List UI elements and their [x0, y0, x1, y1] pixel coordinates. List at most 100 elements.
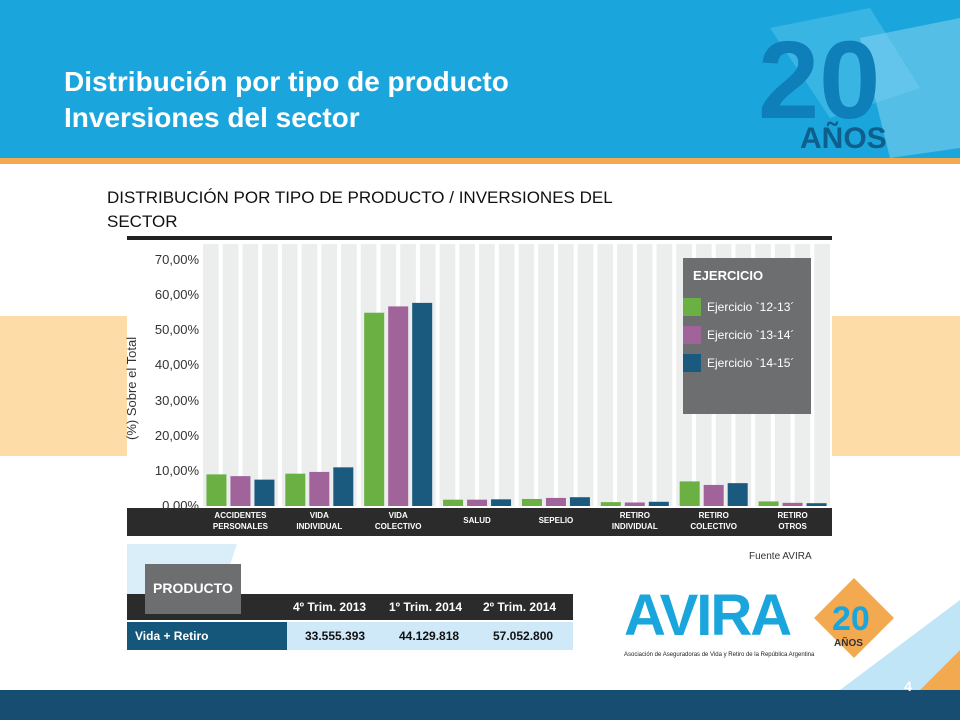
table-cell: 44.129.818	[399, 629, 460, 643]
left-accent-band	[0, 316, 127, 456]
legend-title: EJERCICIO	[693, 268, 764, 283]
y-tick-label: 10,00%	[154, 462, 199, 478]
bar	[782, 502, 803, 506]
legend-label: Ejercicio `12-13´	[707, 300, 795, 314]
background-column	[203, 244, 219, 506]
x-tick-label: VIDA INDIVIDUAL	[296, 511, 343, 531]
bar	[521, 498, 542, 506]
background-column	[459, 244, 476, 506]
bar-chart	[203, 244, 830, 506]
bar	[806, 503, 827, 506]
table-row-label-cell: Vida + Retiro	[127, 622, 287, 650]
avira-years-number: 20	[832, 600, 870, 638]
table-cell: 57.052.800	[493, 629, 554, 643]
table-row-label: Vida + Retiro	[135, 629, 209, 643]
x-tick-label: SALUD	[463, 516, 491, 525]
background-column	[557, 244, 574, 506]
legend-swatch	[683, 354, 701, 372]
table-header-cell: 4º Trim. 2013	[293, 600, 367, 614]
bar	[388, 306, 409, 506]
slide-title: Distribución por tipo de producto Invers…	[64, 64, 509, 136]
bar	[758, 501, 779, 506]
bar	[624, 502, 645, 506]
bar	[254, 479, 275, 506]
background-column	[281, 244, 298, 506]
slide-title-line1: Distribución por tipo de producto	[64, 66, 509, 97]
background-column	[498, 244, 515, 506]
x-tick-label: RETIRO COLECTIVO	[690, 511, 738, 531]
bar	[569, 497, 590, 506]
bar	[443, 499, 464, 506]
right-accent-band	[832, 316, 960, 456]
x-tick-label: VIDA COLECTIVO	[374, 511, 422, 531]
bar	[679, 481, 700, 506]
x-tick-label: ACCIDENTES PERSONALES	[212, 511, 268, 531]
bar	[467, 499, 488, 506]
background-column	[656, 244, 673, 506]
category-axis-band	[127, 508, 832, 536]
y-tick-label: 70,00%	[154, 252, 199, 267]
bar	[727, 483, 748, 506]
legend-swatch	[683, 326, 701, 344]
background-column	[321, 244, 338, 506]
background-column	[222, 244, 239, 506]
y-tick-label: 30,00%	[154, 392, 199, 408]
bar	[230, 476, 251, 506]
slide-title-line2: Inversiones del sector	[64, 102, 360, 133]
background-column	[577, 244, 594, 506]
avira-years-badge: 20 AÑOS	[814, 578, 894, 658]
bar	[412, 302, 433, 506]
background-column	[518, 244, 535, 506]
bar	[545, 497, 566, 506]
bar	[309, 471, 330, 506]
bar	[364, 312, 385, 506]
chart-subtitle: DISTRIBUCIÓN POR TIPO DE PRODUCTO / INVE…	[107, 188, 613, 231]
bar	[206, 474, 227, 506]
x-tick-label: RETIRO INDIVIDUAL	[611, 511, 658, 531]
y-tick-label: 50,00%	[154, 322, 199, 338]
background-column	[242, 244, 259, 506]
avira-years-word: AÑOS	[834, 636, 863, 649]
table-header-cell: 1º Trim. 2014	[389, 600, 463, 614]
producto-label-box: PRODUCTO	[145, 564, 241, 614]
avira-logo-tagline: Asociación de Aseguradoras de Vida y Ret…	[624, 652, 815, 658]
y-tick-label: 20,00%	[154, 427, 199, 443]
chart-top-border	[127, 236, 832, 240]
product-table: PRODUCTO 4º Trim. 2013 1º Trim. 2014 2º …	[127, 544, 573, 656]
background-column	[439, 244, 456, 506]
bar	[491, 499, 512, 506]
legend-item: Ejercicio `14-15´	[683, 354, 811, 376]
legend-item: Ejercicio `13-14´	[683, 326, 811, 348]
legend-label: Ejercicio `13-14´	[707, 328, 795, 342]
bar	[600, 502, 621, 506]
bar	[285, 473, 306, 506]
slide-footer	[0, 690, 960, 720]
background-column	[617, 244, 633, 506]
x-tick-label: SEPELIO	[538, 516, 574, 525]
header-accent-stripe	[0, 158, 960, 164]
background-column	[636, 244, 653, 506]
bar	[648, 501, 669, 506]
bar	[703, 484, 724, 506]
avira-logo-name: AVIRA	[624, 583, 792, 648]
x-tick-label: RETIRO OTROS	[777, 511, 808, 531]
legend-item: Ejercicio `12-13´	[683, 298, 811, 320]
y-tick-label: 0,00%	[162, 498, 199, 513]
chart-legend: EJERCICIO Ejercicio `12-13´ Ejercicio `1…	[683, 258, 811, 414]
y-tick-label: 40,00%	[154, 357, 199, 373]
background-column	[479, 244, 495, 506]
background-column	[597, 244, 614, 506]
table-cell: 33.555.393	[305, 629, 366, 643]
logo-word: AÑOS	[800, 121, 887, 155]
background-column	[538, 244, 554, 506]
logo-number: 20	[758, 19, 880, 142]
twenty-years-logo: 20 AÑOS	[758, 8, 960, 158]
producto-label: PRODUCTO	[153, 580, 233, 596]
bar	[333, 467, 354, 506]
legend-label: Ejercicio `14-15´	[707, 356, 795, 370]
legend-swatch	[683, 298, 701, 316]
table-header-cell: 2º Trim. 2014	[483, 600, 557, 614]
slide-header: Distribución por tipo de producto Invers…	[0, 0, 960, 158]
y-tick-label: 60,00%	[154, 287, 199, 303]
background-column	[262, 244, 278, 506]
